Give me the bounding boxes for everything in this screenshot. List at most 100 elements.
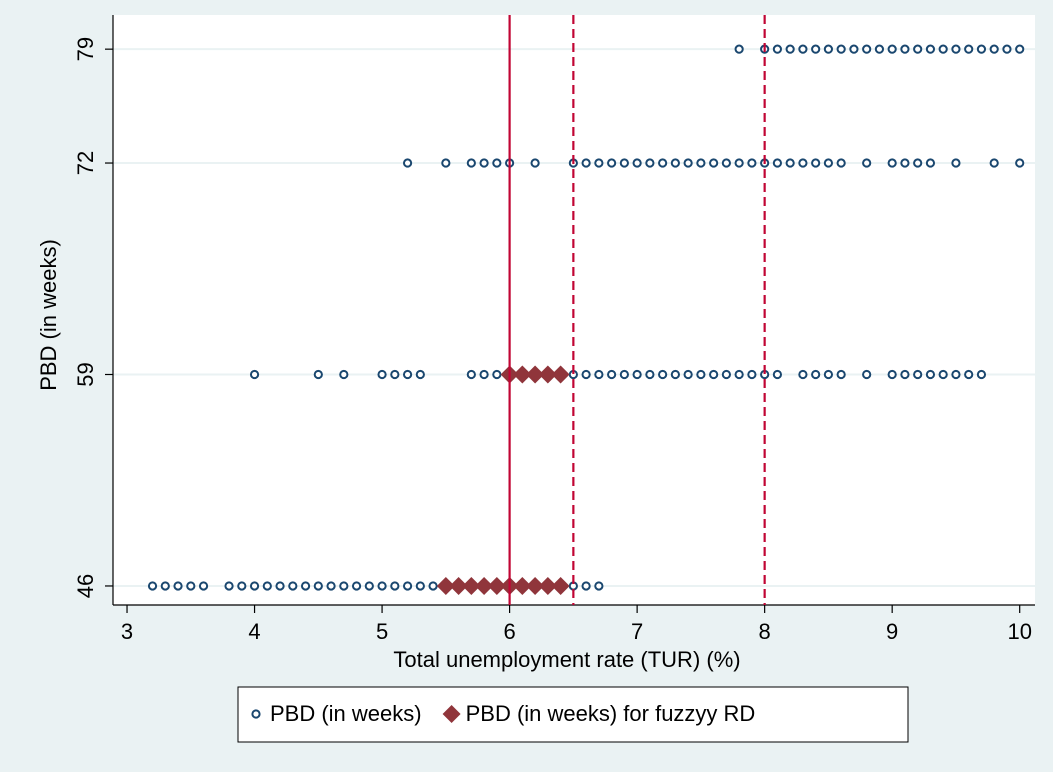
circle-point — [887, 158, 897, 168]
circle-point — [913, 44, 923, 54]
circle-point — [976, 369, 987, 380]
circle-point — [709, 369, 719, 380]
circle-point — [798, 369, 808, 380]
circle-point — [594, 581, 604, 591]
circle-point — [900, 44, 910, 54]
y-axis-label: PBD (in weeks) — [36, 239, 61, 391]
circle-point — [300, 581, 311, 591]
circle-point — [339, 581, 349, 591]
circle-point — [173, 581, 183, 591]
circle-point — [581, 581, 591, 591]
circle-point — [696, 369, 706, 380]
circle-point — [862, 369, 872, 380]
circle-point — [925, 44, 936, 54]
circle-point — [645, 369, 655, 380]
circle-point — [951, 44, 961, 54]
circle-point — [581, 369, 591, 380]
circle-point — [402, 158, 413, 168]
diamond-point — [487, 576, 506, 595]
circle-point — [938, 44, 948, 54]
circle-point — [428, 581, 438, 591]
circle-point — [836, 158, 846, 168]
circle-point — [836, 44, 846, 54]
circle-point — [913, 158, 923, 168]
diamond-point — [513, 365, 532, 384]
legend — [237, 686, 909, 743]
circle-point — [900, 369, 910, 380]
circle-point — [721, 369, 731, 380]
circle-point — [275, 581, 285, 591]
circle-point — [441, 158, 451, 168]
circle-point — [747, 369, 757, 380]
diamond-point — [449, 576, 468, 595]
x-tick-label: 5 — [376, 619, 388, 644]
diamond-point — [526, 365, 545, 384]
circle-point — [479, 158, 489, 168]
circle-point — [492, 158, 502, 168]
diamond-point — [513, 576, 532, 595]
circle-point — [811, 44, 821, 54]
circle-point — [415, 581, 425, 591]
circle-point — [607, 158, 617, 168]
circle-point — [951, 369, 961, 380]
circle-point — [734, 44, 744, 54]
circle-point — [785, 158, 795, 168]
circle-point — [811, 369, 821, 380]
circle-point — [645, 158, 655, 168]
circle-point — [632, 158, 642, 168]
circle-point — [836, 369, 846, 380]
circle-point — [734, 369, 744, 380]
circle-point — [913, 369, 923, 380]
circle-point — [249, 369, 260, 380]
circle-point — [785, 44, 795, 54]
circle-point — [479, 369, 489, 380]
y-tick-label: 46 — [73, 574, 98, 598]
circle-point — [313, 369, 323, 380]
circle-point — [683, 158, 693, 168]
circle-point — [989, 158, 999, 168]
circle-point — [772, 44, 783, 54]
circle-point — [492, 369, 502, 380]
circle-point — [224, 581, 234, 591]
circle-point — [862, 44, 872, 54]
circle-point — [594, 158, 604, 168]
circle-point — [594, 369, 604, 380]
circle-point — [989, 44, 999, 54]
circle-point — [377, 581, 387, 591]
circle-point — [964, 369, 974, 380]
circle-point — [607, 369, 617, 380]
circle-point — [798, 44, 808, 54]
circle-point — [632, 369, 642, 380]
circle-point — [798, 158, 808, 168]
circle-point — [976, 44, 987, 54]
circle-point — [925, 369, 936, 380]
circle-point — [198, 581, 209, 591]
x-tick-label: 4 — [248, 619, 260, 644]
circle-point — [251, 709, 261, 719]
circle-point — [772, 158, 783, 168]
x-tick-label: 7 — [631, 619, 643, 644]
y-tick-label: 59 — [73, 362, 98, 386]
circle-point — [925, 158, 936, 168]
circle-point — [249, 581, 260, 591]
circle-point — [683, 369, 693, 380]
marks — [147, 44, 1025, 595]
x-tick-label: 10 — [1007, 619, 1031, 644]
y-tick-label: 72 — [73, 151, 98, 175]
circle-point — [658, 369, 668, 380]
y-tick-label: 79 — [73, 37, 98, 61]
diamond-point — [475, 576, 494, 595]
x-tick-label: 8 — [759, 619, 771, 644]
circle-point — [339, 369, 349, 380]
legend-label: PBD (in weeks) for fuzzyy RD — [466, 701, 756, 726]
x-tick-label: 3 — [121, 619, 133, 644]
circle-point — [1002, 44, 1012, 54]
circle-point — [951, 158, 961, 168]
circle-point — [377, 369, 387, 380]
circle-point — [823, 369, 834, 380]
circle-point — [874, 44, 885, 54]
circle-point — [811, 158, 821, 168]
circle-point — [747, 158, 757, 168]
circle-point — [364, 581, 374, 591]
diamond-point — [551, 365, 570, 384]
